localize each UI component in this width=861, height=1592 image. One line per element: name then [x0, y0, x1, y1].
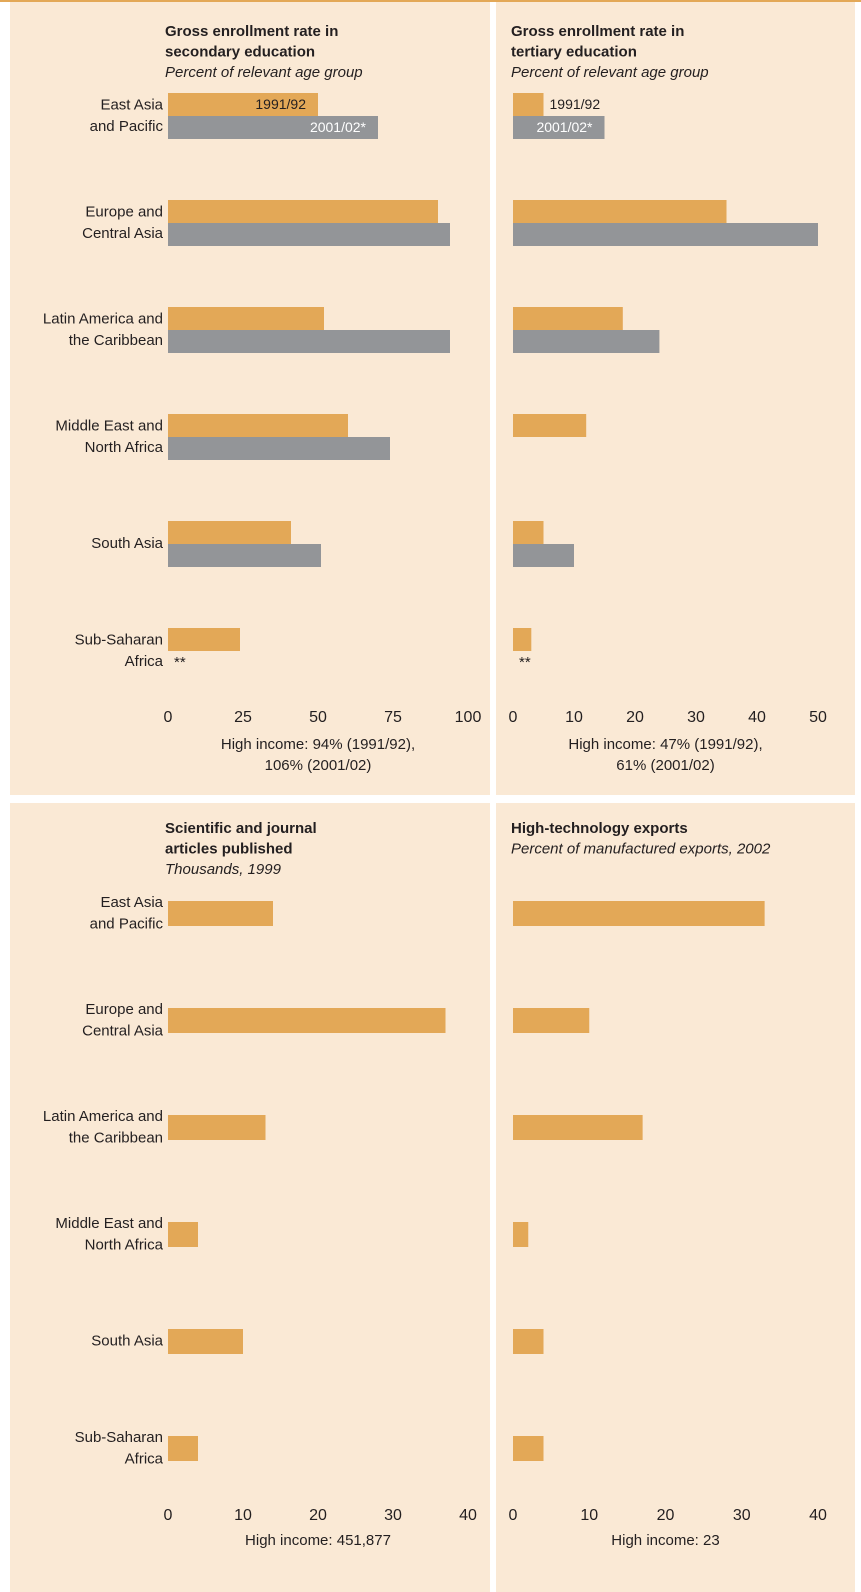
x-tick-label: 0: [164, 1507, 173, 1524]
bar: [168, 200, 438, 223]
panel: [496, 803, 855, 1592]
bar: [513, 200, 727, 223]
bar: [168, 116, 378, 139]
chart-subtitle: Thousands, 1999: [165, 861, 282, 878]
bar: [168, 307, 324, 330]
bar: [513, 544, 574, 567]
chart-subtitle: Percent of relevant age group: [165, 64, 363, 81]
x-tick-label: 100: [455, 709, 482, 726]
category-label: South Asia: [91, 1332, 163, 1349]
footnote: High income: 451,877: [245, 1532, 391, 1549]
bar: [513, 223, 818, 246]
category-label: Sub-Saharan Africa: [75, 1429, 164, 1468]
legend-label: 1991/92: [255, 96, 306, 112]
chart-title: Gross enrollment rate in secondary educat…: [165, 23, 338, 61]
bar: [513, 93, 544, 116]
category-label: East Asia and Pacific: [90, 894, 164, 933]
bar: [168, 330, 450, 353]
category-label: Latin America and the Caribbean: [43, 310, 163, 349]
bar: [168, 414, 348, 437]
bar: [168, 93, 318, 116]
chart-title: High-technology exports: [511, 820, 688, 837]
annotation: **: [174, 654, 186, 671]
bar: [513, 1436, 544, 1461]
x-tick-label: 30: [733, 1507, 751, 1524]
x-tick-label: 20: [309, 1507, 327, 1524]
chart-title: Scientific and journal articles published: [165, 820, 317, 858]
x-tick-label: 40: [748, 709, 766, 726]
category-label: South Asia: [91, 535, 163, 552]
category-label: Europe and Central Asia: [82, 203, 164, 242]
chart-subtitle: Percent of relevant age group: [511, 64, 709, 81]
bar: [168, 1222, 198, 1247]
chart-subtitle: Percent of manufactured exports, 2002: [511, 840, 771, 857]
x-tick-label: 50: [309, 709, 327, 726]
x-tick-label: 10: [565, 709, 583, 726]
x-tick-label: 20: [626, 709, 644, 726]
bar: [513, 1222, 529, 1247]
x-tick-label: 0: [509, 709, 518, 726]
bar: [168, 1115, 266, 1140]
x-tick-label: 10: [580, 1507, 598, 1524]
bar: [168, 544, 321, 567]
panel: [10, 803, 490, 1592]
annotation: **: [519, 654, 531, 671]
footnote: High income: 94% (1991/92),: [221, 736, 415, 753]
legend-label: 2001/02*: [310, 119, 367, 135]
x-tick-label: 30: [687, 709, 705, 726]
x-tick-label: 10: [234, 1507, 252, 1524]
x-tick-label: 40: [809, 1507, 827, 1524]
x-tick-label: 40: [459, 1507, 477, 1524]
x-tick-label: 20: [657, 1507, 675, 1524]
x-tick-label: 30: [384, 1507, 402, 1524]
bar: [513, 414, 587, 437]
bar: [513, 901, 765, 926]
x-tick-label: 50: [809, 709, 827, 726]
legend-label: 2001/02*: [536, 119, 593, 135]
bar: [513, 1115, 643, 1140]
x-tick-label: 0: [509, 1507, 518, 1524]
chart-title: Gross enrollment rate in tertiary educati…: [511, 23, 684, 61]
bar: [168, 901, 273, 926]
category-label: Middle East and North Africa: [55, 417, 163, 456]
footnote: 61% (2001/02): [616, 757, 714, 774]
bar: [168, 1436, 198, 1461]
bar: [168, 437, 390, 460]
legend-label: 1991/92: [550, 96, 601, 112]
top-rule: [0, 0, 861, 2]
category-label: Europe and Central Asia: [82, 1001, 164, 1040]
bar: [513, 116, 605, 139]
bar: [513, 330, 660, 353]
footnote: High income: 23: [611, 1532, 719, 1549]
bar: [168, 1008, 446, 1033]
x-tick-label: 25: [234, 709, 252, 726]
bar: [513, 521, 544, 544]
bar: [513, 307, 623, 330]
category-label: Latin America and the Caribbean: [43, 1108, 163, 1147]
bar: [513, 1329, 544, 1354]
category-label: Middle East and North Africa: [55, 1215, 163, 1254]
footnote: High income: 47% (1991/92),: [568, 736, 762, 753]
bar: [168, 628, 240, 651]
bar: [168, 223, 450, 246]
bar: [513, 1008, 590, 1033]
bar: [513, 628, 532, 651]
x-tick-label: 75: [384, 709, 402, 726]
footnote: 106% (2001/02): [265, 757, 372, 774]
category-label: Sub-Saharan Africa: [75, 631, 164, 670]
x-tick-label: 0: [164, 709, 173, 726]
bar: [168, 521, 291, 544]
bar: [168, 1329, 243, 1354]
category-label: East Asia and Pacific: [90, 96, 164, 135]
